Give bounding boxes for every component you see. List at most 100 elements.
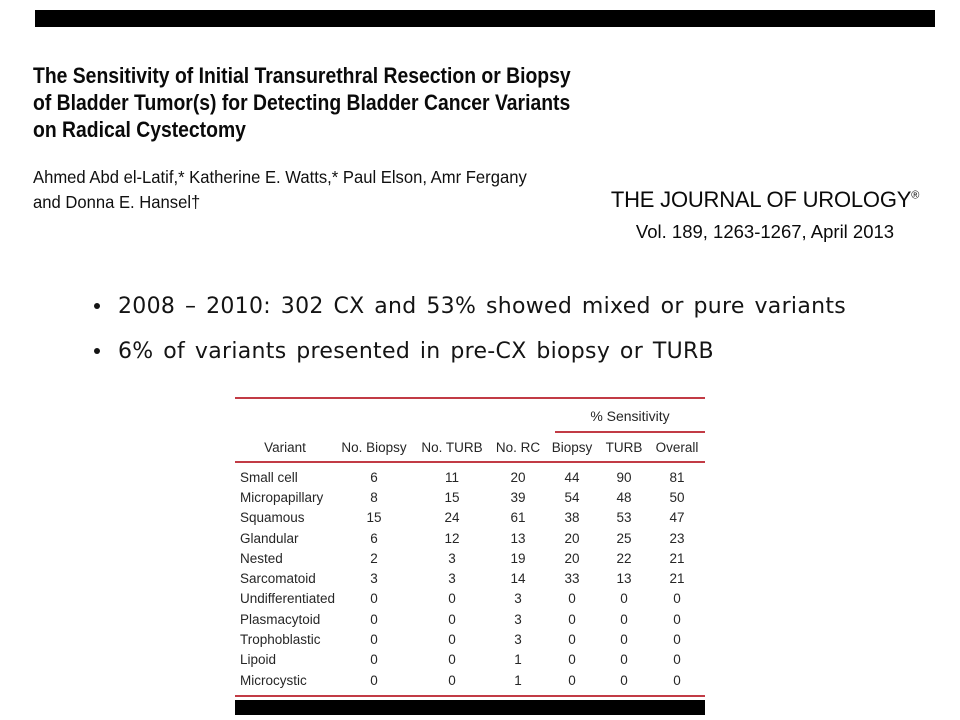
table-cell: 53 <box>616 510 632 526</box>
table-row: Trophoblastic 0 0 3 0 0 0 <box>235 629 705 649</box>
author-line: and Donna E. Hansel† <box>33 192 201 212</box>
top-accent-bar <box>35 10 935 27</box>
registered-trademark-symbol: ® <box>911 189 920 202</box>
table-cell: 0 <box>448 672 456 688</box>
table-cell: 3 <box>514 611 522 627</box>
table-cell: 0 <box>568 652 576 668</box>
table-row: Glandular 6 12 13 20 25 23 <box>235 528 705 548</box>
column-header: Biopsy <box>551 439 593 455</box>
table-cell: 54 <box>564 489 580 505</box>
table-cell: 6 <box>370 530 378 546</box>
table-row: Nested 2 3 19 20 22 21 <box>235 548 705 568</box>
table-cell: 3 <box>514 591 522 607</box>
table-cell: 0 <box>370 632 378 648</box>
table-cell: 11 <box>444 469 459 485</box>
table-cell: 2 <box>370 550 378 566</box>
table-cell: 0 <box>673 652 681 668</box>
table-cell: 22 <box>616 550 632 566</box>
table-cell: 0 <box>370 672 378 688</box>
paper-title-line: The Sensitivity of Initial Transurethral… <box>33 63 571 88</box>
variant-cell: Plasmacytoid <box>240 611 321 627</box>
table-cell: 61 <box>510 510 526 526</box>
table-cell: 25 <box>616 530 632 546</box>
author-line: Ahmed Abd el-Latif,* Katherine E. Watts,… <box>33 167 527 187</box>
bullet-item: 2008 – 2010: 302 CX and 53% showed mixed… <box>93 294 847 319</box>
table-cell: 0 <box>370 611 378 627</box>
sensitivity-group-header: % Sensitivity <box>590 408 670 424</box>
journal-citation-block: THE JOURNAL OF UROLOGY® Vol. 189, 1263-1… <box>585 187 945 243</box>
column-header: TURB <box>605 439 643 455</box>
variant-cell: Squamous <box>240 510 305 526</box>
variant-cell: Trophoblastic <box>240 632 321 648</box>
bullet-list: 2008 – 2010: 302 CX and 53% showed mixed… <box>93 294 847 363</box>
table-cell: 81 <box>669 469 685 485</box>
column-header: Variant <box>264 439 306 455</box>
table-cell: 13 <box>616 571 632 587</box>
journal-name: THE JOURNAL OF UROLOGY® <box>610 187 920 212</box>
table-cell: 0 <box>620 672 628 688</box>
table-cell: 0 <box>673 611 681 627</box>
column-header: No. TURB <box>421 439 483 455</box>
variant-cell: Lipoid <box>240 652 277 668</box>
variant-cell: Glandular <box>240 530 299 546</box>
column-header: No. RC <box>495 439 541 455</box>
table-cell: 6 <box>370 469 378 485</box>
table-row: Micropapillary 8 15 39 54 48 50 <box>235 487 705 507</box>
table-row: Lipoid 0 0 1 0 0 0 <box>235 650 705 670</box>
table-cell: 20 <box>510 469 526 485</box>
table-cell: 0 <box>448 652 456 668</box>
table-row: Microcystic 0 0 1 0 0 0 <box>235 670 705 690</box>
table-cell: 47 <box>669 510 685 526</box>
table-cell: 44 <box>564 469 580 485</box>
table-cell: 0 <box>673 591 681 607</box>
table-cell: 15 <box>366 510 382 526</box>
table-cell: 23 <box>669 530 685 546</box>
table-cell: 0 <box>620 591 628 607</box>
table-row: Small cell 6 11 20 44 90 81 <box>235 467 705 487</box>
sensitivity-table: % Sensitivity Variant No. Biopsy No. TURB N… <box>235 397 705 698</box>
paper-title-line: on Radical Cystectomy <box>33 117 246 142</box>
table-cell: 3 <box>514 632 522 648</box>
variant-cell: Micropapillary <box>240 489 324 505</box>
table-cell: 50 <box>669 489 685 505</box>
variant-cell: Microcystic <box>240 672 307 688</box>
table-cell: 0 <box>620 652 628 668</box>
table-row: Plasmacytoid 0 0 3 0 0 0 <box>235 609 705 629</box>
table-cell: 20 <box>564 550 580 566</box>
table-cell: 12 <box>444 530 460 546</box>
table-cell: 0 <box>620 611 628 627</box>
table-row: Undifferentiated 0 0 3 0 0 0 <box>235 589 705 609</box>
journal-volume-citation: Vol. 189, 1263-1267, April 2013 <box>635 221 895 242</box>
bullet-item: 6% of variants presented in pre-CX biops… <box>93 340 846 363</box>
table-cell: 15 <box>444 489 460 505</box>
table-cell: 14 <box>510 571 526 587</box>
paper-title-line: of Bladder Tumor(s) for Detecting Bladde… <box>33 90 571 115</box>
table-cell: 0 <box>568 591 576 607</box>
table-cell: 1 <box>514 652 522 668</box>
bottom-accent-bar <box>235 700 705 715</box>
table-cell: 0 <box>568 611 576 627</box>
table-cell: 0 <box>448 591 456 607</box>
table-cell: 90 <box>616 469 632 485</box>
paper-title: The Sensitivity of Initial Transurethral… <box>33 62 571 143</box>
table-header-row: Variant No. Biopsy No. TURB No. RC Biopsy TUR… <box>235 433 705 463</box>
table-cell: 0 <box>673 632 681 648</box>
table-cell: 33 <box>564 571 580 587</box>
table-cell: 8 <box>370 489 378 505</box>
table-cell: 19 <box>510 550 526 566</box>
table-cell: 1 <box>514 672 522 688</box>
column-header: No. Biopsy <box>341 439 407 455</box>
table-cell: 13 <box>510 530 526 546</box>
table-cell: 24 <box>444 510 460 526</box>
table-cell: 0 <box>370 591 378 607</box>
column-header: Overall <box>655 439 699 455</box>
table-cell: 3 <box>448 550 456 566</box>
table-cell: 21 <box>669 571 685 587</box>
table-row: Squamous 15 24 61 38 53 47 <box>235 508 705 528</box>
table-cell: 48 <box>616 489 632 505</box>
sensitivity-group-header-row: % Sensitivity <box>235 399 705 433</box>
table-cell: 0 <box>620 632 628 648</box>
table-cell: 21 <box>669 550 685 566</box>
table-cell: 38 <box>564 510 580 526</box>
table-cell: 0 <box>673 672 681 688</box>
